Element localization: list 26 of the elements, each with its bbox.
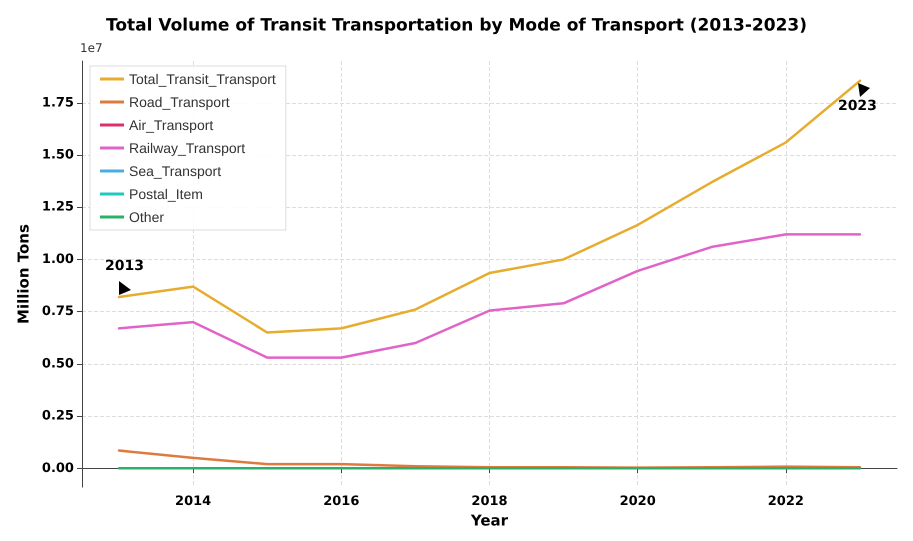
x-tick-label: 2014 xyxy=(175,494,212,510)
y-tick-label: 0.75 xyxy=(42,304,74,320)
legend-label: Postal_Item xyxy=(129,186,203,202)
y-tick-label: 0.50 xyxy=(42,356,74,372)
legend-label: Air_Transport xyxy=(129,117,214,133)
y-tick-label: 0.25 xyxy=(42,408,74,424)
annotation: 2013 xyxy=(105,258,144,274)
legend-label: Other xyxy=(129,209,164,225)
text: 1e7 xyxy=(80,41,103,55)
y-tick-label: 1.50 xyxy=(42,147,74,162)
x-axis-title: Year xyxy=(470,512,509,530)
x-tick-label: 2016 xyxy=(323,494,360,510)
chart-title: Total Volume of Transit Transportation by Mode of Transport (2013-2023) xyxy=(106,16,808,36)
x-tick-label: 2018 xyxy=(471,494,508,510)
y-tick-label: 1.00 xyxy=(42,252,74,267)
y-axis-title: Million Tons xyxy=(14,224,32,324)
legend-label: Railway_Transport xyxy=(129,140,246,156)
legend-label: Total_Transit_Transport xyxy=(129,71,276,87)
y-tick-label: 1.75 xyxy=(42,95,74,110)
x-tick-label: 2022 xyxy=(768,494,804,510)
legend-label: Road_Transport xyxy=(129,94,230,110)
legend-label: Sea_Transport xyxy=(129,163,222,179)
y-tick-label: 0.00 xyxy=(42,460,74,476)
y-tick-label: 1.25 xyxy=(42,200,74,215)
x-tick-label: 2020 xyxy=(620,494,656,510)
annotation: 2023 xyxy=(838,98,877,114)
